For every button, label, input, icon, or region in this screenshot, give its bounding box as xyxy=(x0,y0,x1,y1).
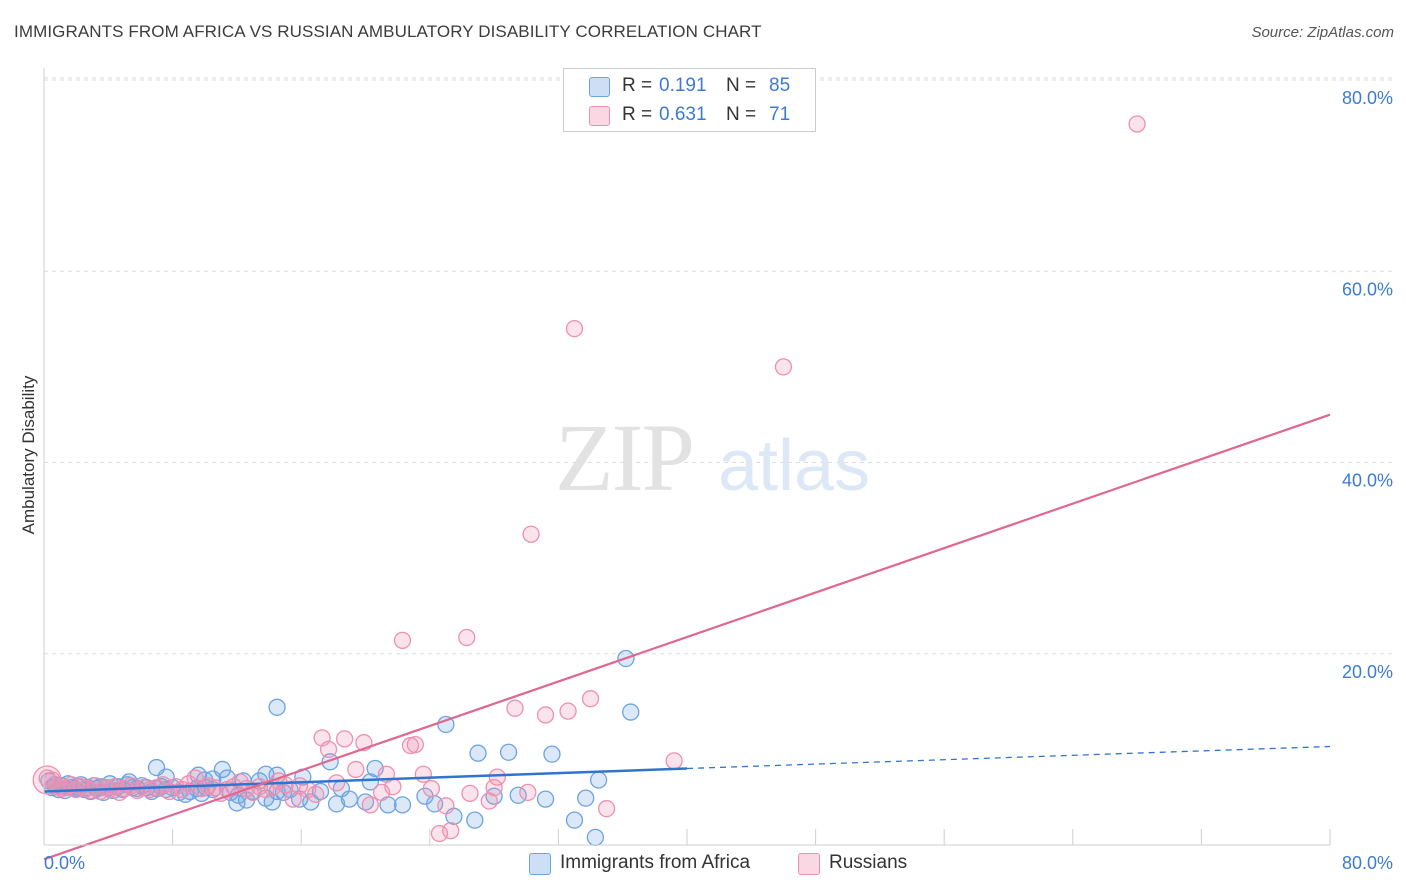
point-russians-55 xyxy=(393,631,412,650)
bottom-swatch-blue xyxy=(529,853,551,875)
point-russians-22 xyxy=(154,776,172,794)
point-russians-73 xyxy=(597,800,616,818)
point-africa-72 xyxy=(361,773,379,791)
point-russians-50 xyxy=(347,760,365,779)
legend-n-value-russians: 71 xyxy=(769,104,791,125)
stats-legend: R = 0.191 N = 85 R = 0.631 N = 71 xyxy=(563,68,816,132)
point-russians-65 xyxy=(485,778,503,797)
x-tick-label-max: 80.0% xyxy=(1342,853,1393,873)
point-russians-75 xyxy=(774,358,793,376)
grid-lines xyxy=(44,77,1392,655)
point-russians-57 xyxy=(406,735,424,754)
point-africa-47 xyxy=(213,760,232,779)
point-russians-68 xyxy=(522,525,540,543)
watermark-zip: ZIP xyxy=(555,404,693,511)
point-russians-34 xyxy=(231,773,249,791)
point-russians-71 xyxy=(565,319,584,338)
point-africa-83 xyxy=(509,786,527,804)
legend-swatch-pink xyxy=(589,106,610,126)
chart-source: Source: ZipAtlas.com xyxy=(1251,24,1394,41)
point-russians-77 xyxy=(372,783,391,802)
point-africa-85 xyxy=(543,745,561,763)
point-africa-50 xyxy=(228,794,246,812)
point-africa-91 xyxy=(622,703,640,721)
point-russians-41 xyxy=(276,776,294,794)
x-tick-label-min: 0.0% xyxy=(44,853,85,873)
point-russians-47 xyxy=(319,740,338,759)
point-africa-65 xyxy=(321,753,339,771)
axes: 20.0% 40.0% 60.0% 80.0% 0.0% 80.0% xyxy=(43,68,1393,873)
trend-line-africa xyxy=(43,767,688,793)
point-russians-59 xyxy=(422,779,441,798)
legend-row-russians: R = 0.631 N = 71 xyxy=(564,100,815,130)
point-russians-48 xyxy=(327,774,346,792)
point-russians-58 xyxy=(414,765,433,783)
point-africa-87 xyxy=(586,828,605,846)
point-russians-78 xyxy=(437,797,455,815)
point-russians-70 xyxy=(559,702,577,720)
point-russians-52 xyxy=(361,796,379,814)
point-russians-66 xyxy=(506,699,524,717)
point-africa-89 xyxy=(589,771,608,789)
y-tick-label-40: 40.0% xyxy=(1342,471,1393,491)
legend-n-value-africa: 85 xyxy=(769,75,791,96)
point-africa-82 xyxy=(499,743,518,761)
trend-lines xyxy=(43,413,1331,861)
point-russians-67 xyxy=(519,783,537,802)
legend-swatch-blue xyxy=(589,77,610,97)
point-russians-20 xyxy=(141,780,159,799)
bottom-swatch-pink xyxy=(798,853,820,875)
point-russians-49 xyxy=(335,730,354,748)
point-africa-74 xyxy=(393,796,412,814)
point-russians-cluster xyxy=(32,765,62,795)
legend-r-value-russians: 0.631 xyxy=(659,104,707,125)
point-russians-63 xyxy=(480,792,498,810)
point-russians-79 xyxy=(461,784,479,803)
point-russians-64 xyxy=(488,768,506,786)
point-africa-70 xyxy=(356,793,375,811)
legend-r-value-africa: 0.191 xyxy=(659,75,707,96)
trend-line-africa-extension xyxy=(686,745,1331,770)
point-africa-88 xyxy=(565,811,584,829)
watermark-atlas: atlas xyxy=(718,426,870,506)
point-africa-84 xyxy=(536,790,555,808)
series-immigrants-from-africa xyxy=(40,649,640,846)
point-africa-79 xyxy=(469,744,487,762)
point-africa-80 xyxy=(466,811,484,829)
y-tick-label-80: 80.0% xyxy=(1342,88,1393,108)
point-russians-69 xyxy=(536,706,555,724)
chart-title: IMMIGRANTS FROM AFRICA VS RUSSIAN AMBULA… xyxy=(14,22,762,41)
y-tick-label-20: 20.0% xyxy=(1342,662,1393,682)
y-axis-label: Ambulatory Disability xyxy=(19,375,38,534)
point-russians-74 xyxy=(665,752,683,770)
point-africa-77 xyxy=(437,715,455,734)
point-russians-76 xyxy=(1128,115,1146,133)
series-russians xyxy=(32,115,1146,843)
point-russians-60 xyxy=(430,824,449,843)
point-africa-69 xyxy=(340,790,359,808)
point-africa-64 xyxy=(311,782,330,801)
legend-row-africa: R = 0.191 N = 85 xyxy=(564,71,815,101)
point-africa-66 xyxy=(327,795,346,813)
point-africa-86 xyxy=(577,789,595,807)
point-russians-61 xyxy=(442,822,460,840)
point-russians-45 xyxy=(307,785,325,803)
trend-line-russians xyxy=(43,413,1331,861)
y-tick-label-60: 60.0% xyxy=(1342,279,1393,299)
point-russians-72 xyxy=(581,690,600,708)
point-russians-62 xyxy=(458,628,476,647)
point-africa-92 xyxy=(268,698,286,716)
